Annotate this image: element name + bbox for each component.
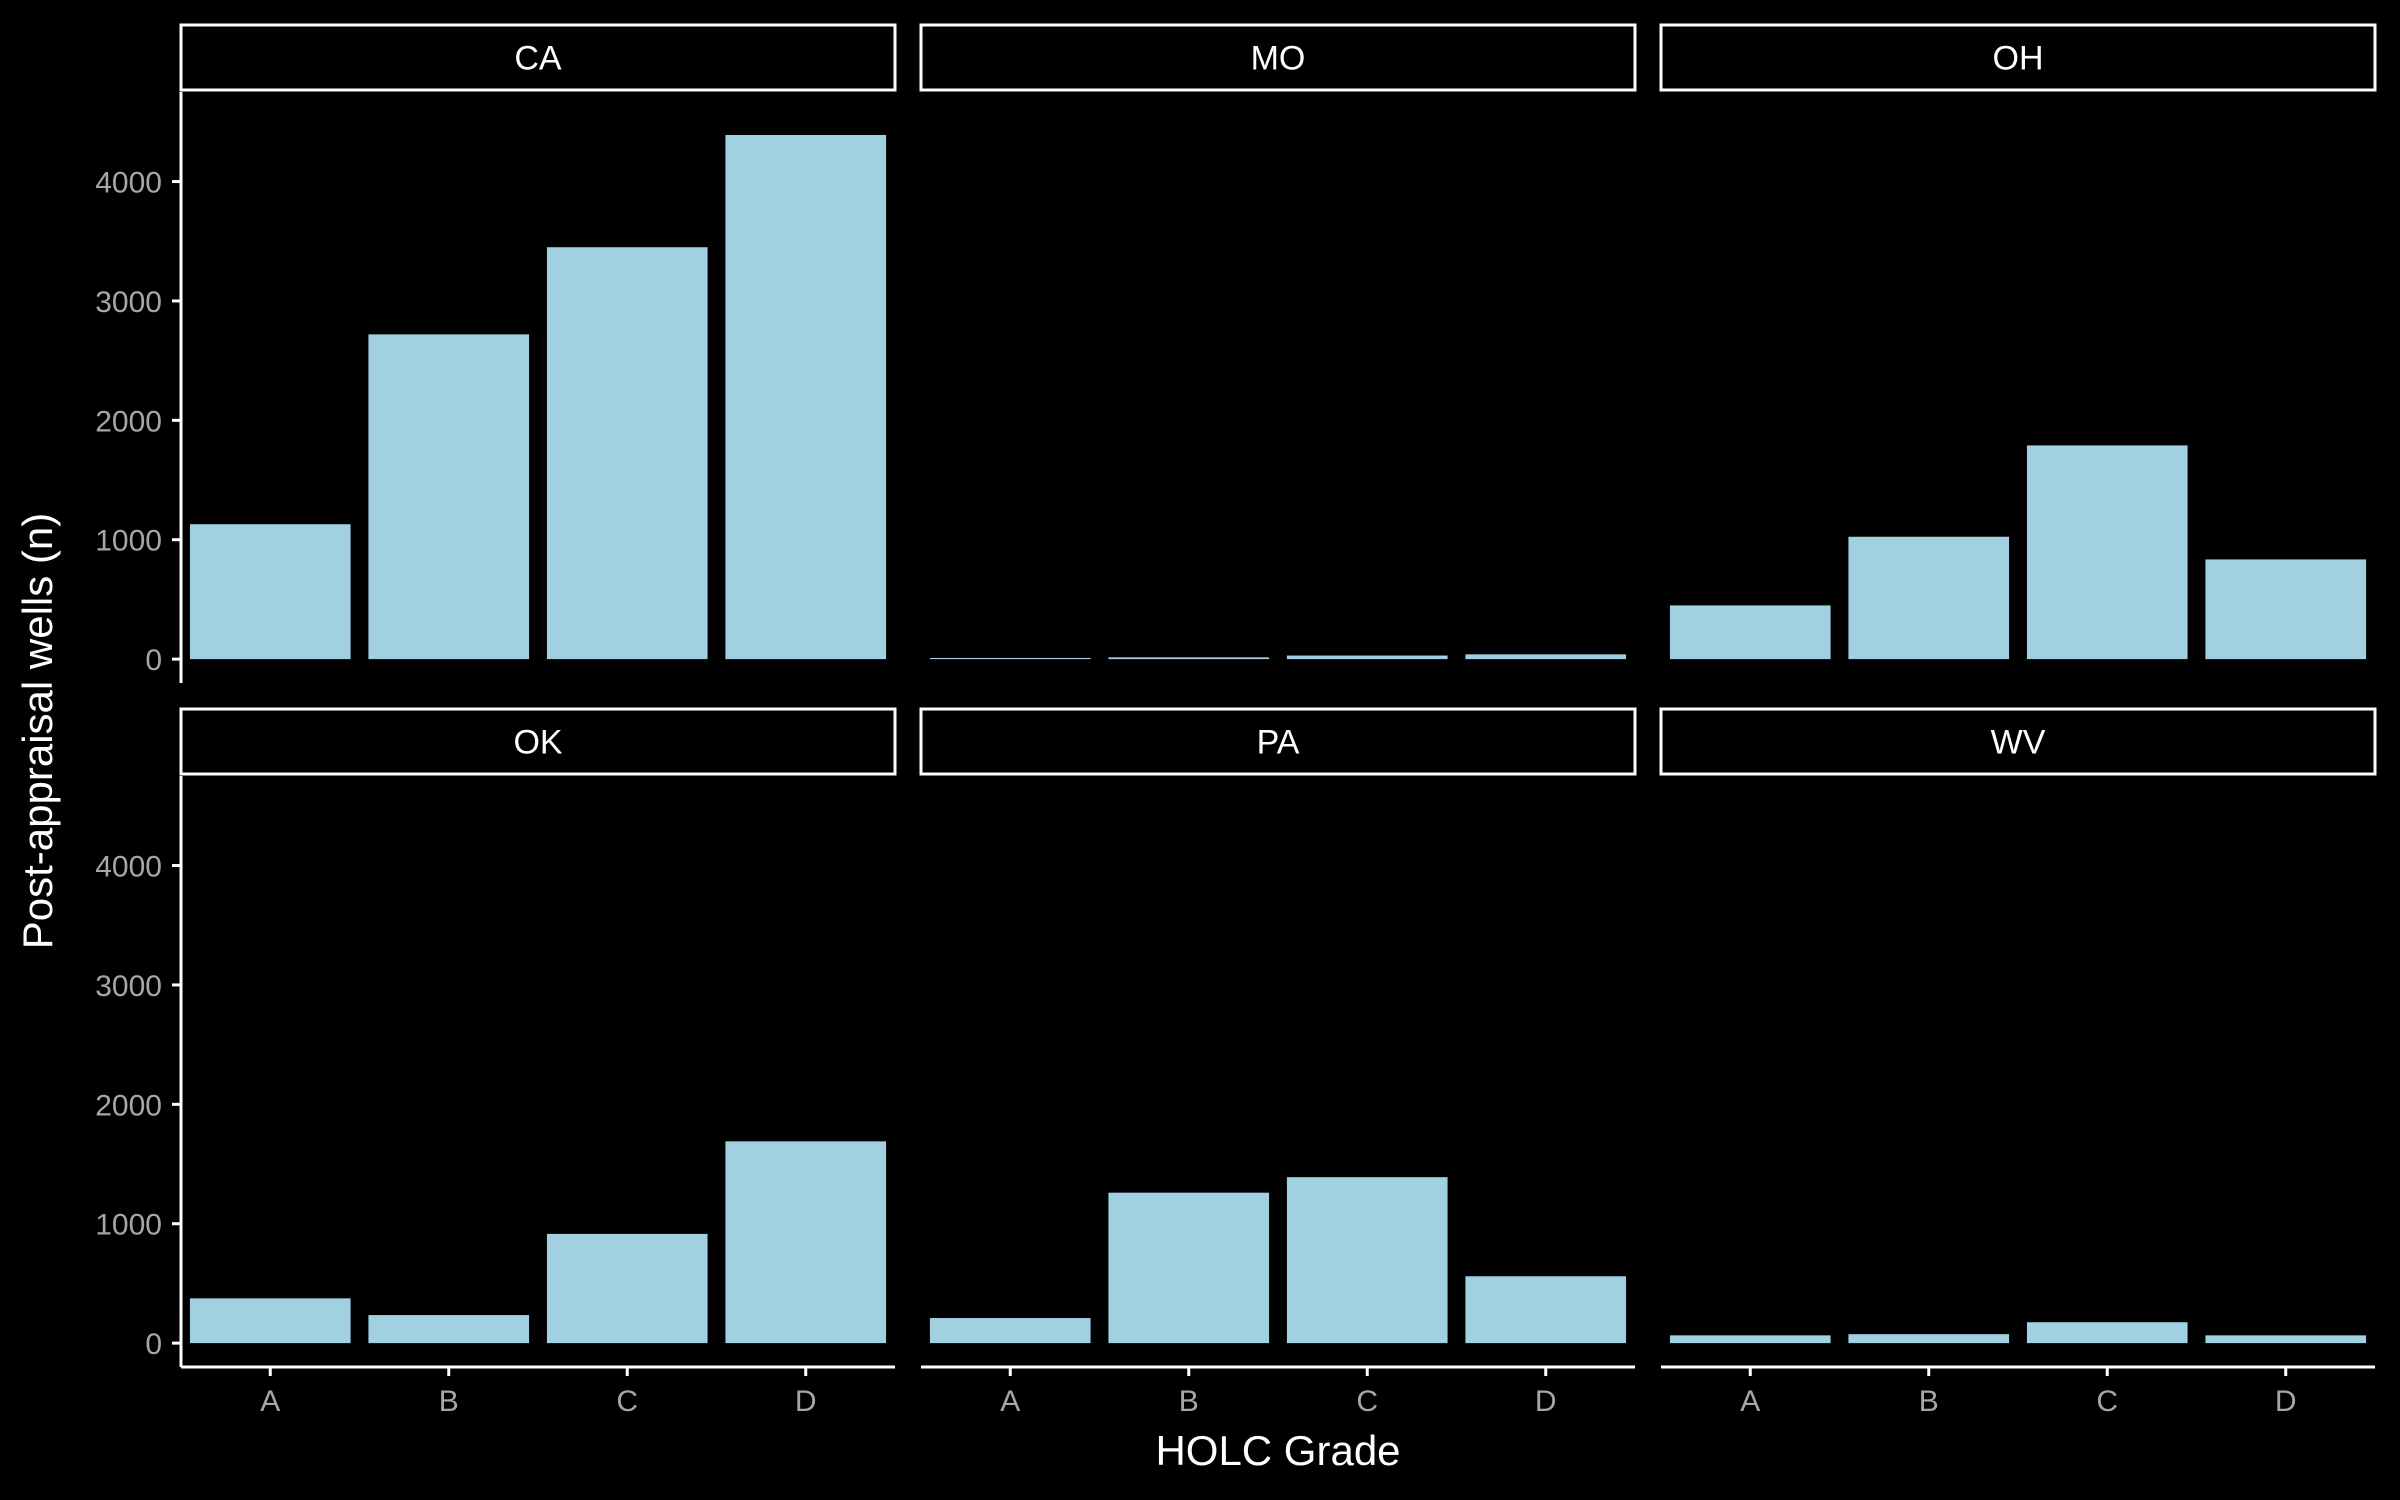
bar <box>929 1318 1091 1344</box>
bar <box>1286 1177 1448 1344</box>
facet-strip-label: OK <box>513 724 562 762</box>
bar <box>189 1298 351 1344</box>
facet-strip <box>919 23 1637 92</box>
panel-ok: OK A B C D 0 1000 2000 3000 4000 <box>95 707 897 1418</box>
bar <box>2205 559 2367 660</box>
x-tick-label: A <box>1740 1385 1760 1418</box>
bar <box>1108 1192 1270 1344</box>
bar <box>1669 605 1831 660</box>
facet-strip <box>1659 707 2377 776</box>
bar <box>2026 1322 2188 1344</box>
x-tick-label: B <box>1179 1385 1199 1418</box>
y-tick-label: 3000 <box>95 286 162 319</box>
facet-strip-label: CA <box>514 40 562 78</box>
bar <box>1465 1276 1627 1344</box>
bar <box>546 1233 708 1344</box>
y-axis-title: Post-appraisal wells (n) <box>14 513 61 950</box>
y-tick-label: 1000 <box>95 1209 162 1242</box>
facet-strip-label: MO <box>1251 40 1306 78</box>
x-tick-label: B <box>1919 1385 1939 1418</box>
y-tick-label: 3000 <box>95 970 162 1003</box>
y-tick-label: 2000 <box>95 1089 162 1122</box>
x-tick-label: D <box>2275 1385 2297 1418</box>
x-tick-label: B <box>439 1385 459 1418</box>
y-tick-label: 4000 <box>95 167 162 200</box>
x-tick-label: D <box>1535 1385 1557 1418</box>
panel-wv: WV A B C D <box>1659 707 2377 1418</box>
panel-pa: PA A B C D <box>919 707 1637 1418</box>
x-tick-label: A <box>260 1385 280 1418</box>
panel-mo: MO <box>919 23 1637 660</box>
facet-strip <box>1659 23 2377 92</box>
bar <box>1286 655 1448 660</box>
bar <box>1108 657 1270 660</box>
bar <box>929 657 1091 660</box>
bar <box>1848 1334 2010 1344</box>
bar <box>546 247 708 660</box>
facet-strip <box>179 707 897 776</box>
bar <box>725 1141 887 1344</box>
x-axis-title: HOLC Grade <box>1155 1427 1400 1474</box>
bar <box>725 134 887 660</box>
x-tick-label: C <box>1356 1385 1378 1418</box>
x-tick-label: A <box>1000 1385 1020 1418</box>
y-tick-label: 0 <box>145 644 162 677</box>
facet-strip-label: OH <box>1993 40 2044 78</box>
panel-oh: OH <box>1659 23 2377 660</box>
bar <box>1465 654 1627 660</box>
facet-strip <box>919 707 1637 776</box>
x-tick-label: C <box>616 1385 638 1418</box>
y-tick-label: 2000 <box>95 405 162 438</box>
facet-strip <box>179 23 897 92</box>
bar <box>189 524 351 660</box>
facet-strip-label: PA <box>1257 724 1300 762</box>
bar <box>2026 445 2188 660</box>
facet-strip-label: WV <box>1991 724 2046 762</box>
bar <box>1669 1335 1831 1344</box>
bar <box>368 334 530 660</box>
x-tick-label: D <box>795 1385 817 1418</box>
panel-ca: CA 0 1000 2000 3000 4000 <box>95 23 897 683</box>
y-tick-label: 4000 <box>95 851 162 884</box>
y-tick-label: 0 <box>145 1328 162 1361</box>
bar <box>2205 1335 2367 1344</box>
bar <box>368 1315 530 1344</box>
x-tick-label: C <box>2096 1385 2118 1418</box>
bar <box>1848 536 2010 660</box>
y-tick-label: 1000 <box>95 525 162 558</box>
